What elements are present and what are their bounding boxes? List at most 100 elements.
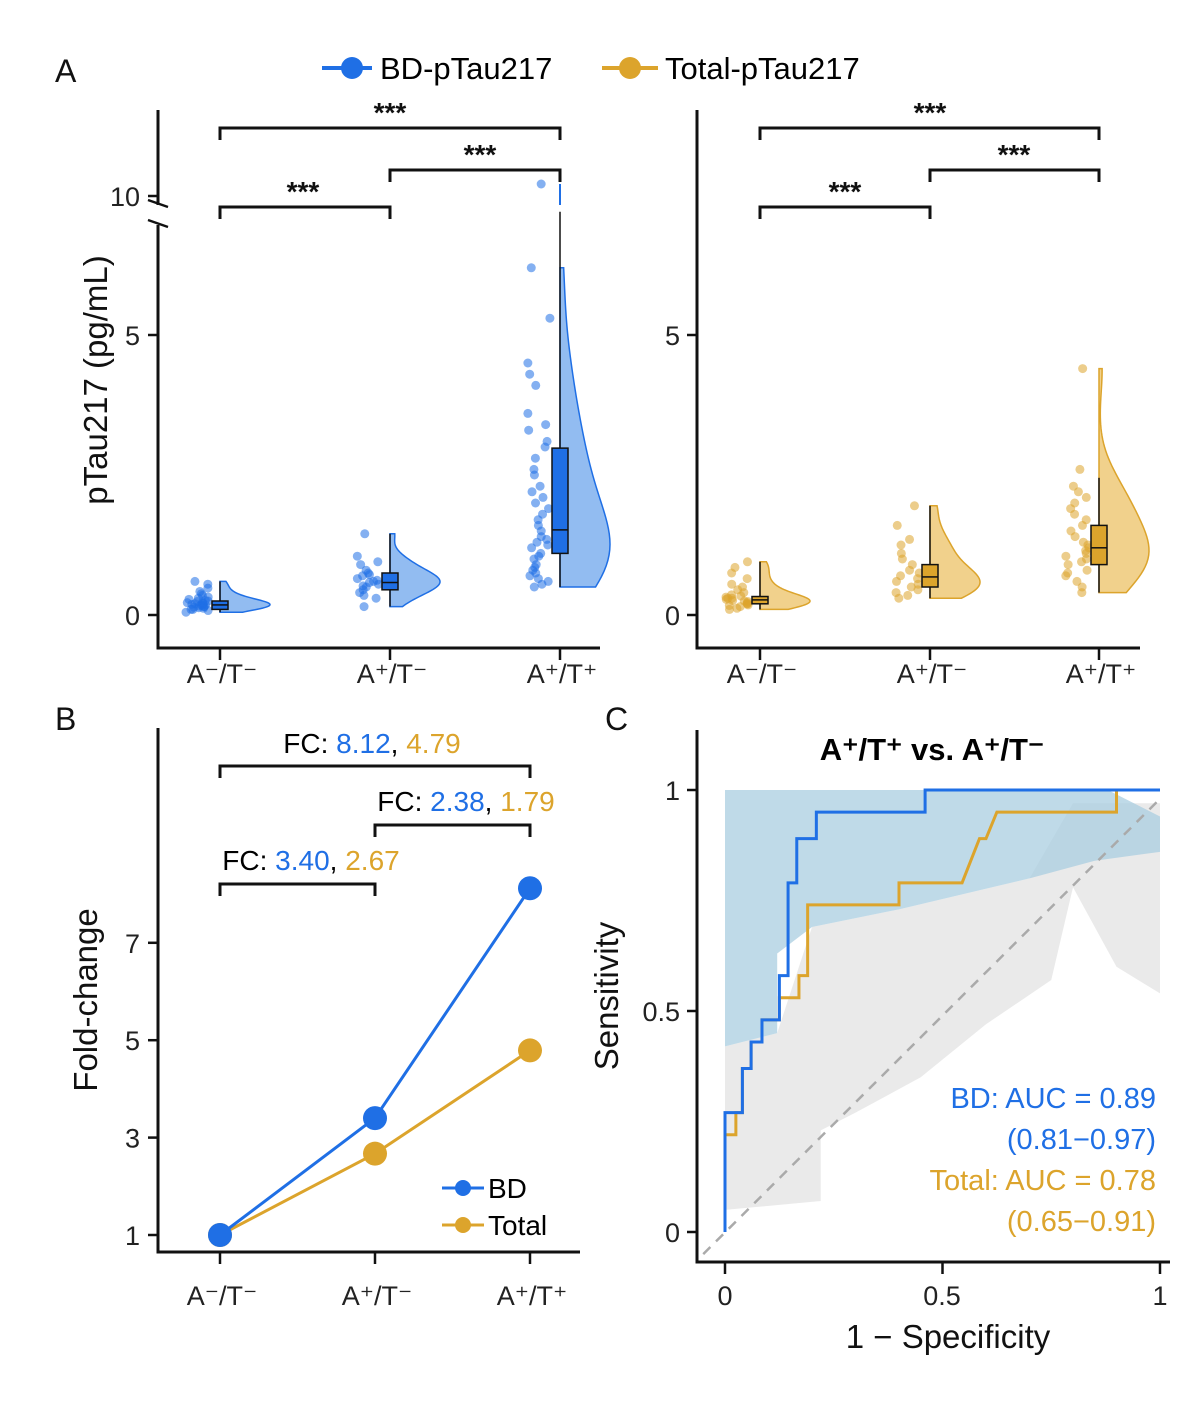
y-tick-label: 7	[125, 929, 140, 959]
violin	[389, 533, 441, 608]
data-point	[535, 481, 545, 491]
x-tick: 0.5	[923, 1281, 961, 1311]
axis-lines	[695, 730, 1170, 1264]
violin	[219, 580, 271, 613]
data-point	[356, 560, 366, 570]
roc-curve-bd	[723, 788, 1160, 1232]
y-axis-title: Fold-change	[67, 908, 104, 1091]
auc-bd-ci: (0.81−0.97)	[1007, 1124, 1156, 1156]
y-tick-0: 0	[125, 601, 140, 631]
y-tick-0: 0	[665, 601, 680, 631]
auc-bd: BD: AUC = 0.89	[950, 1083, 1156, 1115]
data-point	[523, 408, 533, 418]
legend-bd-label: BD	[488, 1173, 527, 1204]
data-point	[538, 509, 548, 519]
data-point	[352, 551, 362, 561]
violin	[929, 505, 981, 599]
fc-brackets: FC: 8.12, 4.79 FC: 2.38, 1.79 FC: 3.40, …	[218, 728, 555, 896]
data-point	[1078, 364, 1088, 374]
panel-b: 1 3 5 7 Fold-change A⁻/T⁻ A⁺/T⁻ A⁺/T⁺ FC: 8…	[67, 728, 580, 1311]
data-point	[542, 436, 552, 446]
x-tick: 0	[717, 1281, 732, 1311]
data-point	[527, 543, 537, 553]
fc-annotation: FC: 8.12, 4.79	[283, 728, 460, 759]
data-point	[905, 534, 915, 544]
ci-band-bd	[725, 790, 1160, 1047]
data-point	[1063, 568, 1073, 578]
y-axis-title: Sensitivity	[588, 921, 625, 1070]
data-point	[523, 358, 533, 368]
data-point	[361, 565, 371, 575]
box	[1090, 524, 1108, 566]
data-point-bd	[208, 1223, 232, 1247]
data-point	[727, 579, 737, 589]
panel-label-a: A	[55, 53, 77, 89]
data-point	[903, 590, 913, 600]
legend-total-label: Total	[488, 1210, 547, 1241]
sig-label: ***	[464, 139, 497, 170]
box	[551, 447, 569, 555]
ci-band-total	[725, 803, 1160, 1210]
panel-c: A⁺/T⁺ vs. A⁺/T⁻ Sensitivity 1 − Specific…	[588, 730, 1170, 1355]
y-tick: 0	[665, 1218, 680, 1248]
series-line-bd	[219, 887, 532, 1237]
data-point	[892, 520, 902, 530]
legend-b: BD Total	[442, 1173, 547, 1241]
data-point	[906, 582, 916, 592]
panel-a-right: 0 5 A⁻/T⁻ A⁺/T⁻ A⁺/T⁺ *** *** ***	[665, 97, 1150, 689]
data-point	[531, 380, 541, 390]
y-tick-label: 1	[125, 1221, 140, 1251]
auc-total: Total: AUC = 0.78	[930, 1165, 1157, 1197]
plot-area: 1 3 5 7	[125, 876, 542, 1264]
data-point	[195, 586, 205, 596]
data-point	[371, 593, 381, 603]
box	[921, 563, 939, 588]
data-point	[896, 571, 906, 581]
axis-lines	[156, 728, 580, 1254]
data-point	[525, 369, 535, 379]
data-point	[372, 575, 382, 585]
data-point	[203, 579, 213, 589]
chart-title: A⁺/T⁺ vs. A⁺/T⁻	[820, 732, 1045, 767]
data-point	[536, 179, 546, 189]
data-point	[545, 313, 555, 323]
plot-area	[687, 788, 1162, 1274]
data-point	[184, 594, 194, 604]
x-tick: A⁺/T⁻	[897, 659, 968, 689]
fc-annotation: FC: 2.38, 1.79	[377, 786, 554, 817]
data-point	[543, 576, 553, 586]
data-point	[359, 602, 369, 612]
x-tick: A⁺/T⁻	[342, 1281, 413, 1311]
x-tick: A⁻/T⁻	[187, 659, 258, 689]
data-point	[373, 557, 383, 567]
data-point	[1081, 492, 1091, 502]
violin	[1098, 367, 1150, 594]
y-tick-label: 3	[125, 1124, 140, 1154]
violin	[759, 561, 811, 611]
plot-area	[181, 179, 611, 660]
data-point	[1068, 481, 1078, 491]
y-tick-5: 5	[665, 321, 680, 351]
violin	[559, 267, 611, 588]
y-tick: 1	[665, 776, 680, 806]
sig-label: ***	[998, 139, 1031, 170]
data-point	[1066, 526, 1076, 536]
plot-area	[721, 364, 1150, 660]
y-tick-5: 5	[125, 321, 140, 351]
data-point	[526, 263, 536, 273]
sig-label: ***	[829, 176, 862, 207]
data-point	[530, 453, 540, 463]
legend-total-marker	[455, 1217, 471, 1233]
data-point	[1081, 515, 1091, 525]
data-point	[891, 588, 901, 598]
data-point	[544, 504, 554, 514]
auc-total-ci: (0.65−0.91)	[1007, 1206, 1156, 1238]
data-point	[907, 560, 917, 570]
x-axis-title: 1 − Specificity	[846, 1318, 1051, 1355]
data-point	[1078, 537, 1088, 547]
sig-label: ***	[914, 97, 947, 128]
x-tick: A⁻/T⁻	[187, 1281, 258, 1311]
data-point	[1061, 551, 1071, 561]
panel-label-c: C	[605, 701, 628, 737]
data-point	[524, 425, 534, 435]
